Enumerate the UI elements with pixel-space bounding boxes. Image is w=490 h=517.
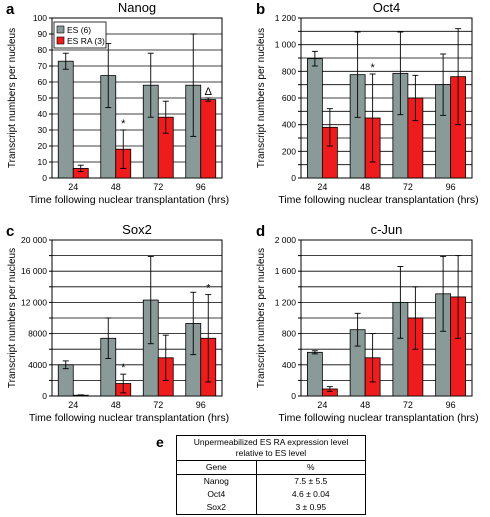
y-tick-label: 0 <box>42 173 47 183</box>
x-tick-label: 48 <box>111 400 121 410</box>
y-tick-label: 50 <box>38 93 48 103</box>
x-tick-label: 96 <box>196 400 206 410</box>
plot-frame <box>51 239 223 397</box>
x-tick-label: 24 <box>68 182 78 192</box>
chart-title: c-Jun <box>371 222 403 237</box>
y-tick-label: 80 <box>38 45 48 55</box>
table-cell-value: 7.5 ± 5.5 <box>255 474 367 488</box>
legend-swatch <box>56 25 65 34</box>
y-tick-label: 70 <box>38 61 48 71</box>
x-tick-label: 72 <box>153 400 163 410</box>
significance-marker: * <box>206 283 211 295</box>
x-tick-label: 24 <box>68 400 78 410</box>
table-cell-value: 3 ± 0.95 <box>255 501 367 515</box>
y-tick-label: 0 <box>42 391 47 401</box>
plot-frame <box>300 239 473 397</box>
legend-label: ES (6) <box>67 25 91 35</box>
x-tick-label: 72 <box>153 182 163 192</box>
chart-title: Nanog <box>118 0 156 15</box>
panel-letter: c <box>6 223 14 240</box>
y-tick-label: 60 <box>38 77 48 87</box>
x-tick-label: 72 <box>403 182 413 192</box>
chart-title: Oct4 <box>373 0 400 15</box>
significance-marker: * <box>370 62 375 74</box>
x-axis-label: Time following nuclear transplantation (… <box>29 412 229 424</box>
y-tick-label: 40 <box>38 109 48 119</box>
x-axis-label: Time following nuclear transplantation (… <box>278 194 478 206</box>
column-header-gene: Gene <box>176 460 257 475</box>
y-tick-label: 20 000 <box>21 235 47 245</box>
y-tick-label: 400 <box>282 360 296 370</box>
bar <box>57 60 74 179</box>
y-tick-label: 20 <box>38 141 48 151</box>
y-axis-label: Transcript numbers per nucleus <box>256 28 267 168</box>
y-tick-label: 800 <box>282 329 296 339</box>
y-tick-label: 30 <box>38 125 48 135</box>
bar <box>306 351 323 397</box>
plot-frame <box>51 17 223 179</box>
table-cell-gene: Oct4 <box>176 488 257 501</box>
y-tick-label: 800 <box>282 66 296 76</box>
panel-letter: b <box>256 1 265 18</box>
y-tick-label: 2 000 <box>275 235 297 245</box>
x-tick-label: 96 <box>446 182 456 192</box>
x-tick-label: 72 <box>403 400 413 410</box>
y-tick-label: 1 200 <box>275 13 297 23</box>
bar <box>200 99 217 179</box>
plot-frame <box>300 17 473 179</box>
y-axis-label: Transcript numbers per nucleus <box>7 248 18 388</box>
y-tick-label: 10 <box>38 157 48 167</box>
y-tick-label: 100 <box>33 13 47 23</box>
y-tick-label: 1 200 <box>275 297 297 307</box>
x-tick-label: 48 <box>360 400 370 410</box>
table-caption: Unpermeabilized ES RA expression level r… <box>176 435 366 461</box>
chart-title: Sox2 <box>122 222 152 237</box>
y-tick-label: 8000 <box>28 329 47 339</box>
x-axis-label: Time following nuclear transplantation (… <box>278 412 478 424</box>
y-tick-label: 1 600 <box>275 266 297 276</box>
column-header-percent: % <box>255 460 367 475</box>
y-tick-label: 400 <box>282 120 296 130</box>
y-tick-label: 16 000 <box>21 266 47 276</box>
x-tick-label: 96 <box>446 400 456 410</box>
panel-letter: a <box>6 1 15 18</box>
y-tick-label: 1 000 <box>275 40 297 50</box>
x-tick-label: 48 <box>111 182 121 192</box>
significance-marker: * <box>121 362 126 374</box>
significance-marker: * <box>121 118 126 130</box>
panel-letter-e: e <box>156 434 164 450</box>
x-tick-label: 48 <box>360 182 370 192</box>
significance-marker: Δ <box>205 86 213 98</box>
summary-table: Unpermeabilized ES RA expression level r… <box>176 435 367 515</box>
bar <box>57 364 74 397</box>
table-cell-gene: Sox2 <box>176 501 257 515</box>
x-axis-label: Time following nuclear transplantation (… <box>29 194 229 206</box>
y-axis-label: Transcript numbers per nucleus <box>7 28 18 168</box>
panel-letter: d <box>256 223 265 240</box>
y-tick-label: 4000 <box>28 360 47 370</box>
x-tick-label: 96 <box>196 182 206 192</box>
bar <box>306 58 323 179</box>
y-tick-label: 600 <box>282 93 296 103</box>
x-tick-label: 24 <box>317 182 327 192</box>
legend-swatch <box>56 36 65 45</box>
x-tick-label: 24 <box>317 400 327 410</box>
table-cell-gene: Nanog <box>176 474 257 488</box>
legend-label: ES RA (3) <box>67 36 105 46</box>
y-tick-label: 90 <box>38 29 48 39</box>
y-tick-label: 200 <box>282 146 296 156</box>
table-cell-value: 4.6 ± 0.04 <box>255 488 367 501</box>
y-axis-label: Transcript numbers per nucleus <box>256 248 267 388</box>
y-tick-label: 12 000 <box>21 297 47 307</box>
y-tick-label: 0 <box>291 173 296 183</box>
y-tick-label: 0 <box>291 391 296 401</box>
